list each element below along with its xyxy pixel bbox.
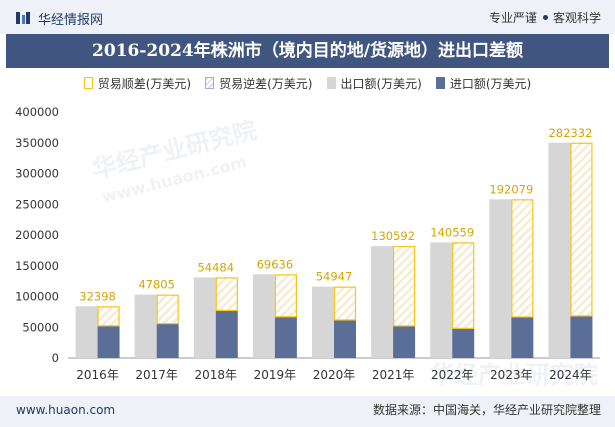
surplus-bar <box>215 277 238 312</box>
export-bar <box>312 286 334 358</box>
surplus-data-label: 54947 <box>316 270 353 284</box>
export-bar <box>489 199 512 358</box>
surplus-data-label: 32398 <box>79 289 116 303</box>
surplus-data-label: 192079 <box>489 182 533 196</box>
surplus-data-label: 282332 <box>548 126 592 140</box>
x-tick-label: 2022年 <box>431 368 474 382</box>
import-swatch-icon <box>435 77 445 89</box>
y-tick-label: 300000 <box>15 167 59 181</box>
y-tick-label: 350000 <box>15 136 59 150</box>
import-bar <box>570 316 593 358</box>
surplus-data-label: 47805 <box>138 278 175 292</box>
import-bar <box>156 324 179 358</box>
import-bar <box>334 320 356 358</box>
brand-name: 华经情报网 <box>38 13 104 28</box>
surplus-data-label: 54484 <box>197 260 234 274</box>
surplus-bar <box>452 242 475 329</box>
surplus-swatch-icon <box>83 77 93 89</box>
x-tick-label: 2021年 <box>372 368 415 382</box>
import-bar <box>452 328 475 358</box>
legend-item-export: 出口额(万美元) <box>326 73 422 93</box>
export-bar <box>193 277 216 358</box>
import-bar <box>393 326 416 358</box>
surplus-bar <box>333 286 357 321</box>
tagline: 专业严谨 客观科学 <box>489 9 601 26</box>
export-bar <box>252 274 275 358</box>
x-tick-label: 2023年 <box>490 368 533 382</box>
footer-url[interactable]: www.huaon.com <box>16 403 116 417</box>
y-tick-label: 150000 <box>15 259 59 273</box>
import-bar <box>215 310 238 358</box>
chart-bars <box>75 142 593 358</box>
separator-dot-icon <box>542 15 548 20</box>
x-tick-label: 2016年 <box>76 368 119 382</box>
legend-item-deficit: 贸易逆差(万美元) <box>205 73 313 93</box>
legend-item-import: 进口额(万美元) <box>435 73 532 93</box>
import-bar <box>274 317 297 358</box>
legend-label-export: 出口额(万美元) <box>340 76 422 91</box>
footer-source: 数据来源：中国海关，华经产业研究院整理 <box>372 403 601 417</box>
y-tick-label: 100000 <box>15 290 59 304</box>
bar-chart: 0 50000 100000 150000 200000 250000 300000 3500… <box>15 105 600 382</box>
y-tick-label: 400000 <box>15 105 59 119</box>
legend-label-import: 进口额(万美元) <box>449 76 532 91</box>
surplus-data-label: 140559 <box>430 225 474 239</box>
x-tick-label: 2018年 <box>195 368 238 382</box>
deficit-swatch-icon <box>205 77 215 89</box>
export-bar <box>548 142 571 358</box>
export-swatch-icon <box>326 77 336 89</box>
surplus-bar <box>393 245 416 327</box>
surplus-bar <box>511 199 534 318</box>
y-tick-label: 0 <box>52 351 59 365</box>
surplus-bar <box>570 142 593 317</box>
surplus-bar <box>156 294 179 325</box>
huajing-logo-icon <box>16 12 30 24</box>
x-tick-label: 2024年 <box>549 368 592 382</box>
tagline-right: 客观科学 <box>552 11 601 25</box>
x-tick-label: 2017年 <box>135 368 178 382</box>
chart-title: 2016-2024年株洲市（境内目的地/货源地）进出口差额 <box>6 34 609 68</box>
y-tick-label: 250000 <box>15 197 59 211</box>
export-bar <box>430 242 453 358</box>
surplus-data-label: 130592 <box>371 229 415 243</box>
y-tick-label: 200000 <box>15 228 59 242</box>
export-bar <box>75 306 98 358</box>
header-bar: 华经情报网 专业严谨 客观科学 <box>0 0 615 34</box>
y-tick-label: 50000 <box>22 320 59 334</box>
tagline-left: 专业严谨 <box>488 11 537 25</box>
chart-legend: 贸易顺差(万美元) 贸易逆差(万美元) 出口额(万美元) 进口额(万美元) <box>0 73 615 93</box>
surplus-bar <box>97 306 120 327</box>
legend-label-surplus: 贸易顺差(万美元) <box>97 76 192 91</box>
x-tick-label: 2019年 <box>254 368 297 382</box>
surplus-bar <box>274 274 297 318</box>
import-bar <box>511 317 534 358</box>
legend-item-surplus: 贸易顺差(万美元) <box>83 73 192 93</box>
chart-labels: 32398 47805 54484 69636 54947 130592 140559 192… <box>79 126 592 304</box>
surplus-data-label: 69636 <box>257 257 294 271</box>
import-bar <box>97 326 120 358</box>
export-bar <box>371 246 394 358</box>
export-bar <box>134 294 157 358</box>
legend-label-deficit: 贸易逆差(万美元) <box>219 76 313 91</box>
footer-bar: www.huaon.com 数据来源：中国海关，华经产业研究院整理 <box>0 396 615 427</box>
x-tick-label: 2020年 <box>313 368 356 382</box>
